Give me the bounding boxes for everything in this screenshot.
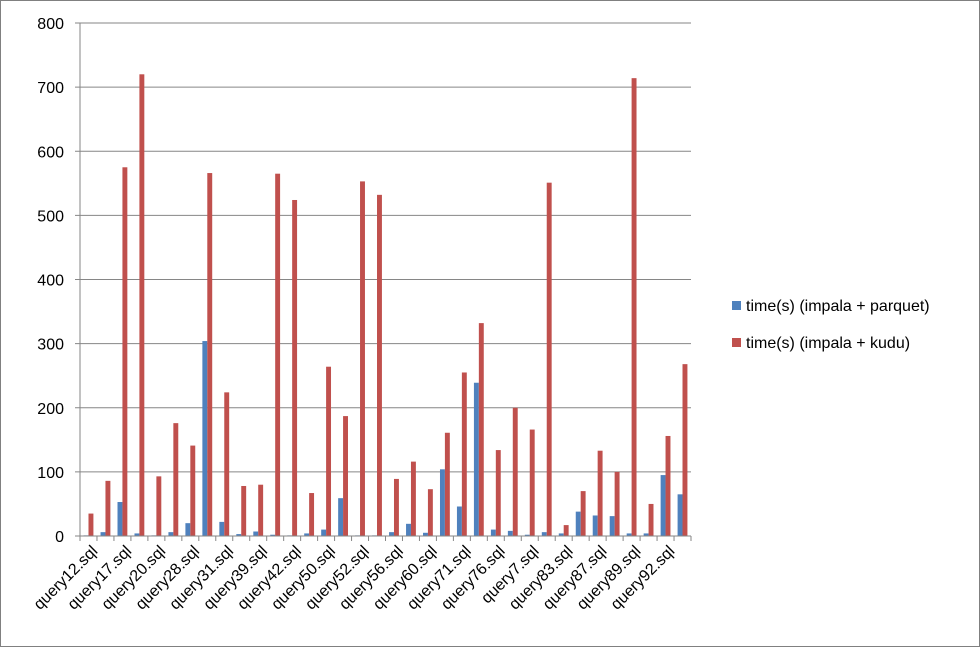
bar-parquet xyxy=(134,533,140,536)
y-tick-label: 600 xyxy=(37,144,64,161)
bar-kudu xyxy=(665,435,671,536)
bar-kudu xyxy=(478,323,484,536)
bar-kudu xyxy=(410,461,416,536)
bar-kudu xyxy=(563,525,569,536)
bar-kudu xyxy=(343,416,348,536)
bar-kudu xyxy=(461,372,467,536)
bar-parquet xyxy=(100,532,106,536)
bar-kudu xyxy=(241,485,247,536)
y-tick-label: 100 xyxy=(37,465,64,482)
bar-kudu xyxy=(631,78,637,537)
legend-swatch-parquet xyxy=(732,301,741,310)
bar-parquet xyxy=(609,516,615,536)
bar-parquet xyxy=(643,533,649,536)
y-tick-label: 0 xyxy=(55,529,64,546)
legend: time(s) (impala + parquet) time(s) (impal… xyxy=(732,298,930,352)
bar-parquet xyxy=(389,532,394,536)
bar-parquet xyxy=(270,534,276,536)
bar-parquet xyxy=(541,532,547,536)
bar-parquet xyxy=(473,382,479,536)
bar-kudu xyxy=(377,194,382,536)
y-tick-label: 500 xyxy=(37,208,64,225)
bar-kudu xyxy=(309,493,315,536)
bar-kudu xyxy=(105,480,111,536)
bar-kudu xyxy=(597,450,603,536)
bar-parquet xyxy=(406,523,411,536)
bar-parquet xyxy=(524,534,530,536)
bar-parquet xyxy=(456,506,462,536)
bar-parquet xyxy=(575,511,581,536)
y-tick-labels: 0 100 200 300 400 500 600 700 800 xyxy=(37,16,64,546)
x-tick-labels: query12.sqlquery17.sqlquery20.sqlquery28… xyxy=(31,543,679,614)
bar-parquet xyxy=(558,533,564,536)
bar-kudu xyxy=(292,199,298,537)
bar-kudu xyxy=(427,489,433,536)
bar-parquet xyxy=(423,532,428,536)
y-tick-label: 800 xyxy=(37,16,64,33)
bar-kudu xyxy=(326,366,332,536)
bar-parquet xyxy=(507,530,513,536)
bar-kudu xyxy=(648,503,654,536)
bar-parquet xyxy=(592,515,598,536)
bar-kudu xyxy=(614,471,620,537)
bar-kudu xyxy=(275,173,281,536)
bar-parquet xyxy=(338,498,344,536)
bar-kudu xyxy=(190,445,196,536)
y-tick-label: 400 xyxy=(37,273,64,290)
bar-parquet xyxy=(202,341,208,536)
bar-kudu xyxy=(393,478,399,536)
legend-label-kudu: time(s) (impala + kudu) xyxy=(746,335,910,352)
bar-parquet xyxy=(168,532,174,536)
bar-kudu xyxy=(512,407,518,536)
bar-parquet xyxy=(626,533,632,536)
y-tick-label: 700 xyxy=(37,80,64,97)
legend-label-parquet: time(s) (impala + parquet) xyxy=(746,298,930,315)
gridlines xyxy=(80,22,691,473)
bar-parquet xyxy=(677,494,683,536)
bar-parquet xyxy=(304,533,310,536)
bar-parquet xyxy=(660,475,666,536)
bar-kudu xyxy=(258,484,264,536)
bar-parquet xyxy=(236,534,242,536)
bar-kudu xyxy=(139,74,145,537)
bar-kudu xyxy=(122,167,128,536)
bar-kudu xyxy=(444,432,450,536)
bar-kudu xyxy=(88,513,94,536)
bar-parquet xyxy=(490,529,496,536)
y-tick-label: 200 xyxy=(37,401,64,418)
bar-kudu xyxy=(682,364,688,536)
bar-kudu xyxy=(360,181,365,536)
bar-kudu xyxy=(207,173,213,537)
legend-swatch-kudu xyxy=(732,338,741,347)
bar-kudu xyxy=(173,423,179,536)
axes xyxy=(75,22,692,541)
bar-parquet xyxy=(321,529,327,536)
bar-parquet xyxy=(219,521,225,536)
bar-parquet xyxy=(185,523,191,536)
y-tick-label: 300 xyxy=(37,337,64,354)
bar-parquet xyxy=(439,469,445,536)
bar-kudu xyxy=(529,429,535,536)
bar-kudu xyxy=(546,182,552,537)
bar-parquet xyxy=(117,502,123,536)
bars xyxy=(83,74,688,537)
bar-kudu xyxy=(495,450,501,536)
bar-parquet xyxy=(253,531,259,536)
bar-kudu xyxy=(156,476,162,536)
bar-kudu xyxy=(580,491,586,536)
bar-kudu xyxy=(224,392,230,536)
